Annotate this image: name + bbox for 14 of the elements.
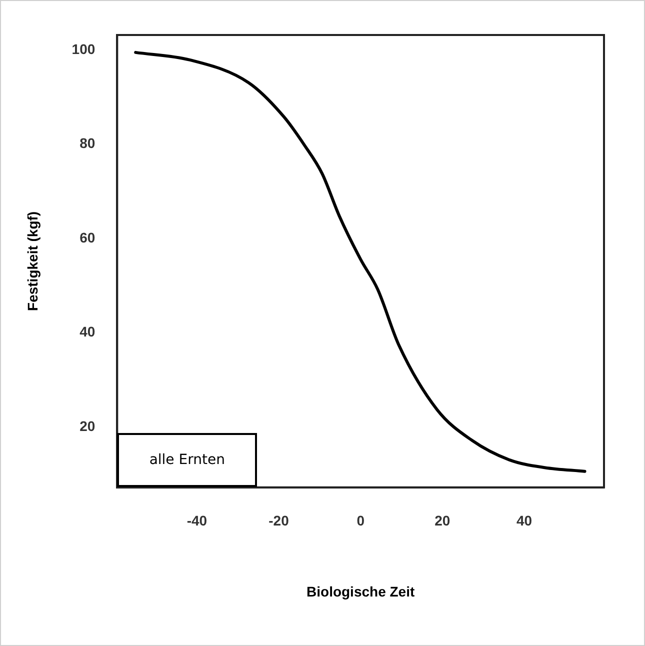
x-tick-label: 40 [516,512,532,529]
y-axis-title: Festigkeit (kgf) [24,211,40,311]
x-tick-label: -40 [186,512,208,529]
x-tick-label: -20 [268,512,290,529]
line-series [134,50,586,473]
label-box: alle Ernten [117,433,258,488]
y-tick-label: 60 [80,229,96,246]
x-tick-label: 0 [356,512,365,529]
x-tick-label: 20 [434,512,450,529]
y-tick-label: 40 [80,324,96,340]
y-tick-label: 80 [80,135,96,152]
y-tick-label: 100 [72,40,96,57]
y-tick-label: 20 [80,418,96,434]
x-axis-title: Biologische Zeit [306,583,415,600]
